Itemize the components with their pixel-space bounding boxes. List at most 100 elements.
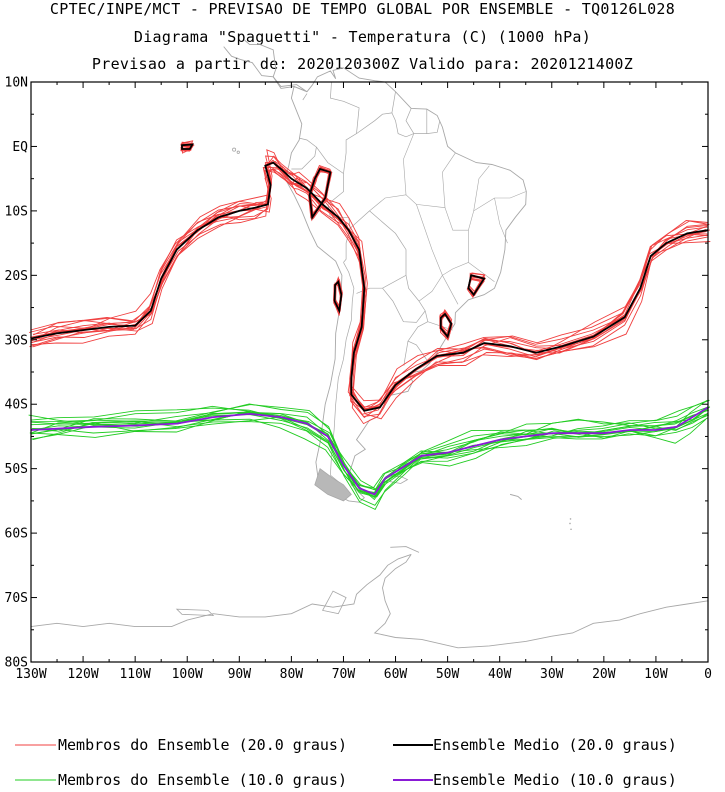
mean-20-contour	[181, 143, 195, 150]
x-tick-label: 120W	[67, 667, 98, 682]
member-10-line	[32, 399, 710, 495]
country-border-10	[391, 112, 441, 138]
y-tick-label: 60S	[5, 527, 28, 542]
sandwich-island	[570, 528, 572, 531]
member-20-line	[30, 168, 708, 420]
legend-item-mean-20: Ensemble Medio (20.0 graus)	[393, 736, 677, 754]
x-tick-label: 60W	[384, 667, 408, 682]
member-20-line	[31, 169, 709, 410]
sandwich-island	[569, 522, 571, 525]
south-georgia	[509, 493, 522, 500]
x-tick-label: 130W	[15, 667, 46, 682]
member-20-line	[30, 155, 708, 402]
member-20-line	[30, 162, 708, 411]
sandwich-island	[569, 518, 572, 520]
legend: Membros do Ensemble (20.0 graus) Ensembl…	[15, 736, 677, 789]
country-border-5	[403, 341, 409, 366]
member-10-line	[30, 417, 709, 494]
coastline-layer	[30, 39, 709, 649]
weddell-sea-coast	[373, 554, 709, 649]
legend-item-members-10: Membros do Ensemble (10.0 graus)	[15, 771, 347, 789]
x-tick-label: 50W	[436, 667, 460, 682]
mean-20-contour	[333, 280, 343, 314]
x-tick-label: 20W	[592, 667, 616, 682]
x-axis: 130W 120W 110W 100W 90W 80W 70W 60W 50W 40W 30W 20W…	[15, 82, 712, 682]
y-tick-label: 10N	[5, 76, 28, 91]
isotherm-10-mean	[30, 406, 709, 496]
member-20-line	[30, 163, 709, 419]
country-border-8	[330, 81, 360, 174]
x-tick-label: 70W	[332, 667, 356, 682]
x-tick-label: 30W	[540, 667, 564, 682]
country-border-2	[349, 210, 407, 294]
member-20-line	[30, 162, 708, 408]
member-10-line	[31, 409, 709, 497]
mean-20-contour	[439, 312, 453, 339]
mean-10-line	[30, 406, 709, 496]
legend-item-mean-10: Ensemble Medio (10.0 graus)	[393, 771, 677, 789]
country-border-4	[407, 310, 430, 364]
member-20-line	[29, 149, 707, 412]
chart-title: CPTEC/INPE/MCT - PREVISAO DE TEMPO GLOBA…	[49, 0, 676, 18]
y-tick-label: 40S	[5, 398, 28, 413]
state-border-3	[418, 230, 469, 302]
country-border-6	[291, 137, 317, 170]
galapagos-island	[236, 150, 240, 154]
antarctic-peninsula-west	[30, 553, 412, 628]
state-border-1	[403, 133, 415, 195]
alexander-island	[321, 590, 347, 615]
country-border-0	[330, 262, 355, 482]
y-axis: 10N EQ 10S 20S 30S 40S 50S 60S 70S 80S	[5, 76, 708, 671]
galapagos-island	[232, 147, 237, 152]
x-tick-label: 10W	[644, 667, 668, 682]
mean-20-contour	[467, 274, 486, 297]
member-20-line	[30, 160, 708, 415]
chart-subtitle: Diagrama "Spaguetti" - Temperatura (C) (…	[133, 28, 592, 46]
south-shetland-islands	[390, 546, 420, 553]
y-tick-label: 10S	[5, 204, 28, 219]
state-border-6	[442, 275, 459, 305]
member-10-line	[31, 405, 709, 506]
country-border-3	[382, 275, 426, 323]
legend-label-mean-20: Ensemble Medio (20.0 graus)	[433, 736, 677, 754]
member-20-line	[33, 159, 711, 425]
state-border-7	[473, 165, 490, 211]
state-border-4	[468, 262, 495, 283]
x-tick-label: 0	[704, 667, 712, 682]
mean-20-contour	[308, 167, 332, 220]
country-border-11	[405, 108, 415, 134]
member-20-line	[30, 155, 708, 417]
mean-20-line	[30, 161, 709, 412]
map-frame	[30, 81, 709, 663]
country-border-13	[302, 93, 308, 101]
state-border-8	[494, 191, 526, 199]
x-tick-label: 80W	[280, 667, 304, 682]
x-tick-label: 110W	[119, 667, 150, 682]
central-america-coast	[223, 46, 308, 93]
country-border-9	[356, 91, 396, 134]
y-tick-label: EQ	[12, 140, 28, 155]
isotherm-20-members	[28, 140, 711, 425]
y-tick-label: 70S	[5, 591, 28, 606]
x-tick-label: 90W	[228, 667, 252, 682]
state-border-9	[494, 197, 508, 244]
y-tick-label: 50S	[5, 462, 28, 477]
member-20-line	[32, 170, 710, 409]
x-tick-label: 40W	[488, 667, 512, 682]
state-border-2	[442, 152, 456, 208]
member-20-line	[32, 167, 711, 411]
forecast-dates: Previsao a partir de: 2020120300Z Valido…	[91, 55, 634, 73]
chile-fjords-coast	[314, 468, 352, 502]
state-border-0	[369, 194, 495, 231]
thurston-island	[175, 608, 215, 617]
legend-label-mean-10: Ensemble Medio (10.0 graus)	[433, 771, 677, 789]
y-tick-label: 30S	[5, 333, 28, 348]
caribbean-coast	[244, 39, 308, 93]
y-tick-label: 20S	[5, 269, 28, 284]
member-20-line	[30, 161, 708, 410]
member-20-line	[28, 168, 706, 410]
legend-label-members-10: Membros do Ensemble (10.0 graus)	[58, 771, 347, 789]
legend-item-members-20: Membros do Ensemble (20.0 graus)	[15, 736, 347, 754]
legend-label-members-20: Membros do Ensemble (20.0 graus)	[58, 736, 347, 754]
